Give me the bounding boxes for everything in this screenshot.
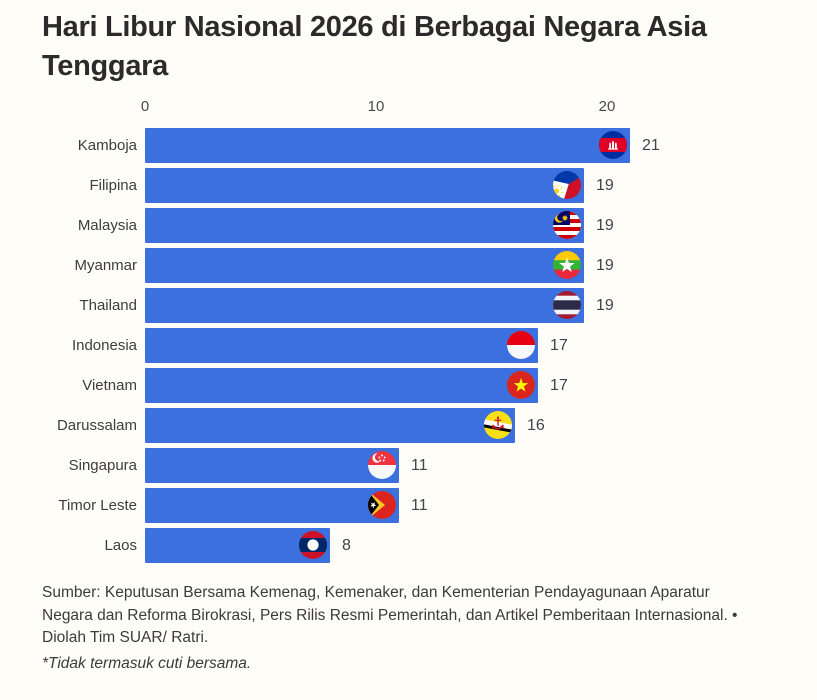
chart-title: Hari Libur Nasional 2026 di Berbagai Neg… bbox=[42, 11, 707, 82]
category-label: Thailand bbox=[79, 296, 137, 314]
category-label: Myanmar bbox=[74, 256, 137, 274]
vietnam-flag-icon bbox=[507, 371, 535, 399]
category-label: Vietnam bbox=[82, 376, 137, 394]
bar-row: Laos 8 bbox=[0, 525, 817, 565]
bar-row: Malaysia 19 bbox=[0, 205, 817, 245]
myanmar-flag-icon bbox=[553, 251, 581, 279]
cambodia-flag-icon bbox=[599, 131, 627, 159]
bar-track: 19 bbox=[145, 207, 817, 243]
brunei-flag-icon bbox=[484, 411, 512, 439]
footnote: *Tidak termasuk cuti bersama. bbox=[42, 654, 252, 672]
value-label: 19 bbox=[596, 296, 614, 314]
timor-leste-flag-icon bbox=[368, 491, 396, 519]
indonesia-flag-icon bbox=[507, 331, 535, 359]
bar-track: 8 bbox=[145, 527, 817, 563]
category-label: Singapura bbox=[68, 456, 137, 474]
value-label: 11 bbox=[411, 456, 428, 474]
thailand-flag-icon bbox=[553, 291, 581, 319]
bar-chart: Kamboja 21 Filipina 19 Malaysia bbox=[0, 125, 817, 565]
value-label: 19 bbox=[596, 176, 614, 194]
category-label: Timor Leste bbox=[58, 496, 137, 514]
bar-row: Filipina 19 bbox=[0, 165, 817, 205]
x-tick-label: 0 bbox=[140, 98, 150, 115]
category-label: Filipina bbox=[89, 176, 137, 194]
bar-singapura bbox=[145, 447, 399, 483]
laos-flag-icon bbox=[299, 531, 327, 559]
bar-thailand bbox=[145, 287, 584, 323]
bar-track: 21 bbox=[145, 127, 817, 163]
x-tick-label: 20 bbox=[598, 98, 616, 115]
bar-malaysia bbox=[145, 207, 584, 243]
bar-myanmar bbox=[145, 247, 584, 283]
bar-row: Indonesia 17 bbox=[0, 325, 817, 365]
bar-track: 19 bbox=[145, 167, 817, 203]
source-text: Sumber: Keputusan Bersama Kemenag, Kemen… bbox=[42, 584, 738, 647]
category-label: Indonesia bbox=[71, 336, 137, 354]
bar-row: Thailand 19 bbox=[0, 285, 817, 325]
category-label: Laos bbox=[104, 536, 137, 554]
category-label: Darussalam bbox=[56, 416, 137, 434]
malaysia-flag-icon bbox=[553, 211, 581, 239]
bar-track: 11 bbox=[145, 447, 817, 483]
category-label: Kamboja bbox=[77, 136, 137, 154]
value-label: 19 bbox=[596, 216, 614, 234]
bar-row: Darussalam 16 bbox=[0, 405, 817, 445]
bar-track: 17 bbox=[145, 367, 817, 403]
x-axis: 0 10 20 bbox=[0, 98, 817, 118]
value-label: 21 bbox=[642, 136, 660, 154]
bar-row: Kamboja 21 bbox=[0, 125, 817, 165]
bar-track: 11 bbox=[145, 487, 817, 523]
singapore-flag-icon bbox=[368, 451, 396, 479]
value-label: 11 bbox=[411, 496, 428, 514]
value-label: 17 bbox=[550, 336, 568, 354]
bar-row: Vietnam 17 bbox=[0, 365, 817, 405]
bar-track: 19 bbox=[145, 247, 817, 283]
bar-filipina bbox=[145, 167, 584, 203]
philippines-flag-icon bbox=[553, 171, 581, 199]
bar-track: 16 bbox=[145, 407, 817, 443]
bar-row: Singapura 11 bbox=[0, 445, 817, 485]
bar-kamboja bbox=[145, 127, 630, 163]
bar-row: Myanmar 19 bbox=[0, 245, 817, 285]
value-label: 16 bbox=[527, 416, 545, 434]
bar-row: Timor Leste 11 bbox=[0, 485, 817, 525]
bar-indonesia bbox=[145, 327, 538, 363]
bar-track: 19 bbox=[145, 287, 817, 323]
bar-darussalam bbox=[145, 407, 515, 443]
x-tick-label: 10 bbox=[367, 98, 385, 115]
value-label: 8 bbox=[342, 536, 351, 554]
value-label: 19 bbox=[596, 256, 614, 274]
chart-footer: Sumber: Keputusan Bersama Kemenag, Kemen… bbox=[42, 582, 754, 676]
bar-laos bbox=[145, 527, 330, 563]
bar-vietnam bbox=[145, 367, 538, 403]
bar-timor-leste bbox=[145, 487, 399, 523]
bar-track: 17 bbox=[145, 327, 817, 363]
value-label: 17 bbox=[550, 376, 568, 394]
category-label: Malaysia bbox=[77, 216, 137, 234]
